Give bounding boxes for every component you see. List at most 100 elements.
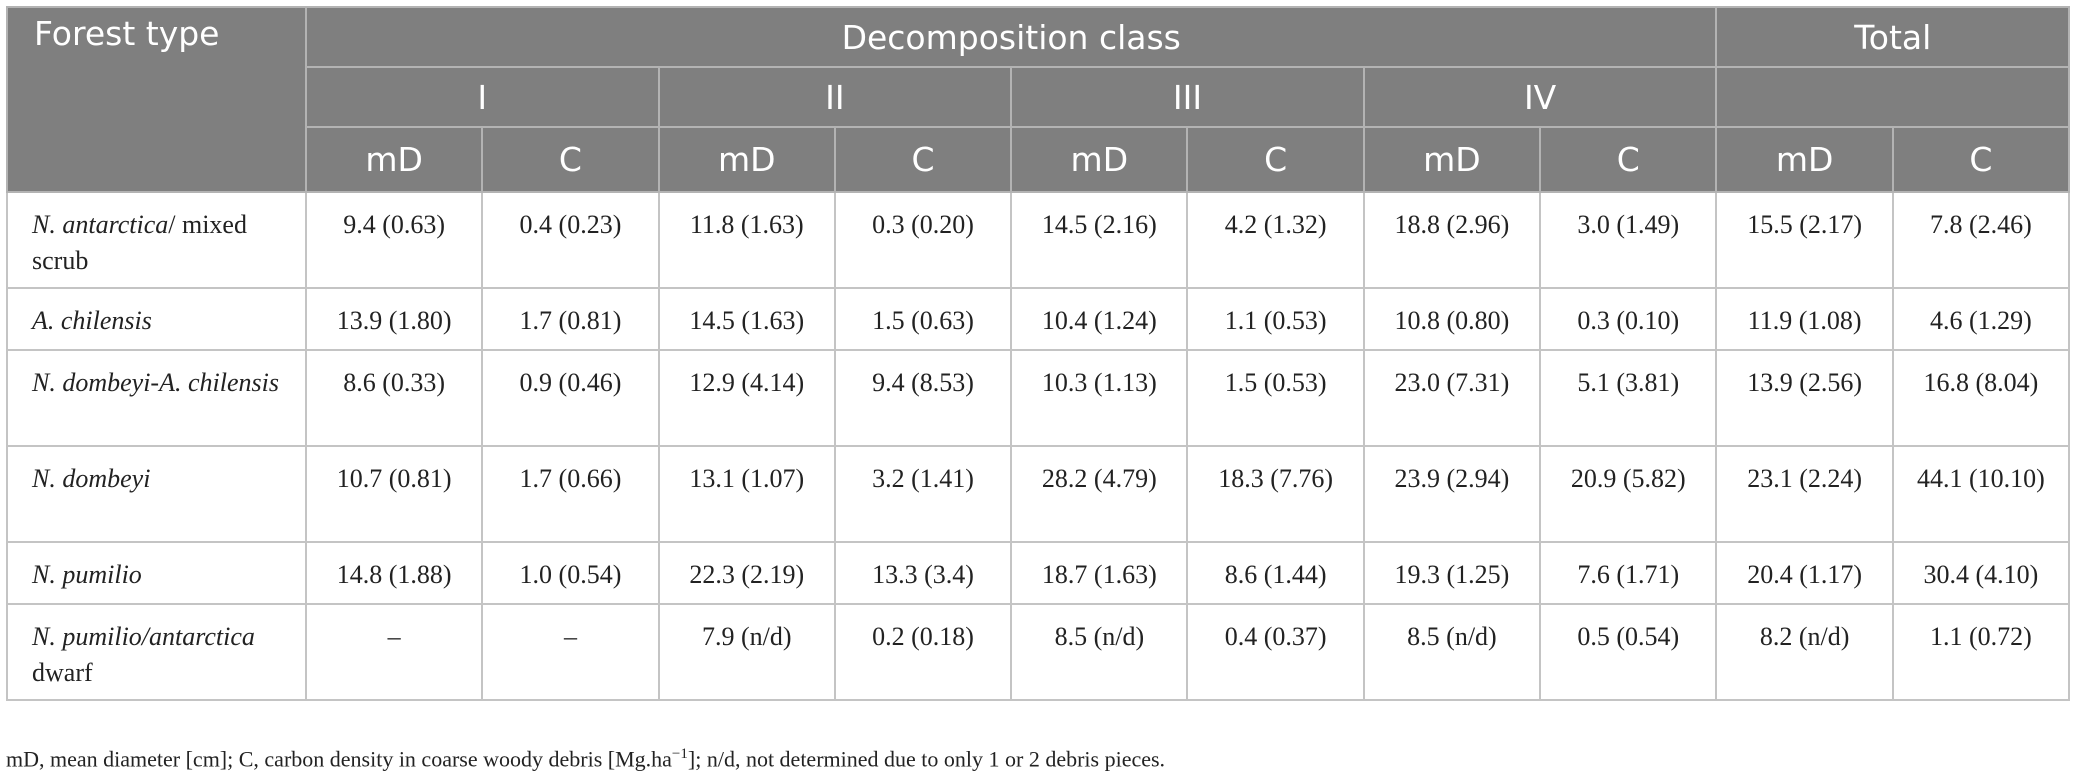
footnote-superscript: −1 bbox=[671, 746, 688, 762]
header-forest-type: Forest type bbox=[6, 6, 307, 193]
header-class-i: I bbox=[305, 66, 660, 128]
header-c: C bbox=[1891, 126, 2071, 193]
forest-type-cell: N. dombeyi-A. chilensis bbox=[6, 349, 307, 447]
header-c: C bbox=[833, 126, 1013, 193]
c-value-cell: 0.2 (0.18) bbox=[833, 603, 1013, 701]
c-value-cell: 1.7 (0.81) bbox=[481, 287, 660, 351]
c-value-cell: 1.5 (0.53) bbox=[1186, 349, 1365, 447]
header-class-iii: III bbox=[1010, 66, 1365, 128]
c-value-cell: 4.2 (1.32) bbox=[1186, 191, 1365, 289]
header-md: mD bbox=[1715, 126, 1894, 193]
md-value-cell: 18.8 (2.96) bbox=[1362, 191, 1542, 289]
table-row: A. chilensis 13.9 (1.80) 1.7 (0.81) 14.5 (1… bbox=[6, 287, 2071, 351]
c-value-cell: 30.4 (4.10) bbox=[1891, 541, 2071, 605]
md-value-cell: 18.7 (1.63) bbox=[1010, 541, 1189, 605]
forest-type-italic: N. pumilio bbox=[32, 560, 142, 589]
header-md: mD bbox=[304, 126, 484, 193]
forest-type-suffix: dwarf bbox=[32, 658, 93, 687]
md-value-cell: 14.8 (1.88) bbox=[304, 541, 484, 605]
header-total: Total bbox=[1715, 6, 2071, 68]
c-value-cell: 1.1 (0.53) bbox=[1186, 287, 1365, 351]
md-value-cell: – bbox=[304, 603, 484, 701]
c-value-cell: 3.0 (1.49) bbox=[1539, 191, 1718, 289]
md-value-cell: 23.1 (2.24) bbox=[1715, 445, 1894, 543]
header-class-iv: IV bbox=[1362, 66, 1718, 128]
forest-type-italic: N. pumilio/antarctica bbox=[32, 622, 255, 651]
table-row: N. pumilio/antarctica dwarf – –7.9 (n/d) 0.… bbox=[6, 603, 2071, 701]
forest-type-italic: N. antarctica bbox=[32, 210, 169, 239]
table-row: N. antarctica/ mixed scrub 9.4 (0.63) 0.4 … bbox=[6, 191, 2071, 289]
c-value-cell: 9.4 (8.53) bbox=[833, 349, 1013, 447]
header-c: C bbox=[1186, 126, 1365, 193]
forest-type-suffix: / mixed scrub bbox=[32, 210, 247, 275]
c-value-cell: – bbox=[481, 603, 660, 701]
c-value-cell: 20.9 (5.82) bbox=[1539, 445, 1718, 543]
md-value-cell: 13.9 (2.56) bbox=[1715, 349, 1894, 447]
md-value-cell: 23.0 (7.31) bbox=[1362, 349, 1542, 447]
c-value-cell: 1.1 (0.72) bbox=[1891, 603, 2071, 701]
forest-type-italic: N. dombeyi bbox=[32, 464, 151, 493]
table-row: N. dombeyi 10.7 (0.81) 1.7 (0.66) 13.1 (1.0… bbox=[6, 445, 2071, 543]
header-decomposition-class: Decomposition class bbox=[304, 6, 1718, 68]
forest-type-italic: N. dombeyi-A. chilensis bbox=[32, 368, 279, 397]
table-header: Forest type Decomposition class Total I … bbox=[6, 6, 2071, 193]
md-value-cell: 20.4 (1.17) bbox=[1715, 541, 1894, 605]
c-value-cell: 18.3 (7.76) bbox=[1186, 445, 1365, 543]
table-footnote: mD, mean diameter [cm]; C, carbon densit… bbox=[6, 746, 1165, 772]
cwd-carbon-table: Forest type Decomposition class Total I … bbox=[6, 6, 2071, 701]
md-value-cell: 11.9 (1.08) bbox=[1715, 287, 1894, 351]
header-md: mD bbox=[1010, 126, 1189, 193]
c-value-cell: 3.2 (1.41) bbox=[833, 445, 1013, 543]
md-value-cell: 12.9 (4.14) bbox=[657, 349, 836, 447]
header-c: C bbox=[1539, 126, 1718, 193]
table-body: N. antarctica/ mixed scrub 9.4 (0.63) 0.4 … bbox=[6, 191, 2071, 701]
md-value-cell: 9.4 (0.63) bbox=[304, 191, 484, 289]
forest-type-cell: N. antarctica/ mixed scrub bbox=[6, 191, 307, 289]
c-value-cell: 0.3 (0.20) bbox=[833, 191, 1013, 289]
footnote-text-after: ]; n/d, not determined due to only 1 or … bbox=[687, 746, 1166, 772]
md-value-cell: 8.6 (0.33) bbox=[304, 349, 484, 447]
md-value-cell: 10.8 (0.80) bbox=[1362, 287, 1542, 351]
md-value-cell: 15.5 (2.17) bbox=[1715, 191, 1894, 289]
c-value-cell: 5.1 (3.81) bbox=[1539, 349, 1718, 447]
md-value-cell: 10.4 (1.24) bbox=[1010, 287, 1189, 351]
c-value-cell: 1.5 (0.63) bbox=[833, 287, 1013, 351]
c-value-cell: 1.7 (0.66) bbox=[481, 445, 660, 543]
header-c: C bbox=[481, 126, 660, 193]
md-value-cell: 10.7 (0.81) bbox=[304, 445, 484, 543]
md-value-cell: 8.2 (n/d) bbox=[1715, 603, 1894, 701]
header-total-blank bbox=[1715, 66, 2071, 128]
c-value-cell: 13.3 (3.4) bbox=[833, 541, 1013, 605]
c-value-cell: 7.6 (1.71) bbox=[1539, 541, 1718, 605]
md-value-cell: 8.5 (n/d) bbox=[1362, 603, 1542, 701]
c-value-cell: 0.4 (0.23) bbox=[481, 191, 660, 289]
c-value-cell: 8.6 (1.44) bbox=[1186, 541, 1365, 605]
table-row: N. dombeyi-A. chilensis 8.6 (0.33) 0.9 (0.… bbox=[6, 349, 2071, 447]
forest-type-cell: N. dombeyi bbox=[6, 445, 307, 543]
c-value-cell: 0.3 (0.10) bbox=[1539, 287, 1718, 351]
md-value-cell: 14.5 (2.16) bbox=[1010, 191, 1189, 289]
forest-type-cell: N. pumilio bbox=[6, 541, 307, 605]
forest-type-italic: A. chilensis bbox=[32, 306, 152, 335]
table-row: N. pumilio 14.8 (1.88) 1.0 (0.54) 22.3 (2.1… bbox=[6, 541, 2071, 605]
md-value-cell: 13.9 (1.80) bbox=[304, 287, 484, 351]
c-value-cell: 7.8 (2.46) bbox=[1891, 191, 2071, 289]
md-value-cell: 13.1 (1.07) bbox=[657, 445, 836, 543]
c-value-cell: 0.4 (0.37) bbox=[1186, 603, 1365, 701]
forest-type-cell: A. chilensis bbox=[6, 287, 307, 351]
forest-type-cell: N. pumilio/antarctica dwarf bbox=[6, 603, 307, 701]
data-table-container: Forest type Decomposition class Total I … bbox=[6, 6, 2071, 701]
md-value-cell: 7.9 (n/d) bbox=[657, 603, 836, 701]
c-value-cell: 0.9 (0.46) bbox=[481, 349, 660, 447]
header-md: mD bbox=[657, 126, 836, 193]
footnote-text-before: mD, mean diameter [cm]; C, carbon densit… bbox=[6, 746, 672, 772]
c-value-cell: 0.5 (0.54) bbox=[1539, 603, 1718, 701]
c-value-cell: 1.0 (0.54) bbox=[481, 541, 660, 605]
md-value-cell: 10.3 (1.13) bbox=[1010, 349, 1189, 447]
md-value-cell: 11.8 (1.63) bbox=[657, 191, 836, 289]
md-value-cell: 22.3 (2.19) bbox=[657, 541, 836, 605]
header-class-ii: II bbox=[657, 66, 1013, 128]
c-value-cell: 44.1 (10.10) bbox=[1891, 445, 2071, 543]
c-value-cell: 16.8 (8.04) bbox=[1891, 349, 2071, 447]
c-value-cell: 4.6 (1.29) bbox=[1891, 287, 2071, 351]
